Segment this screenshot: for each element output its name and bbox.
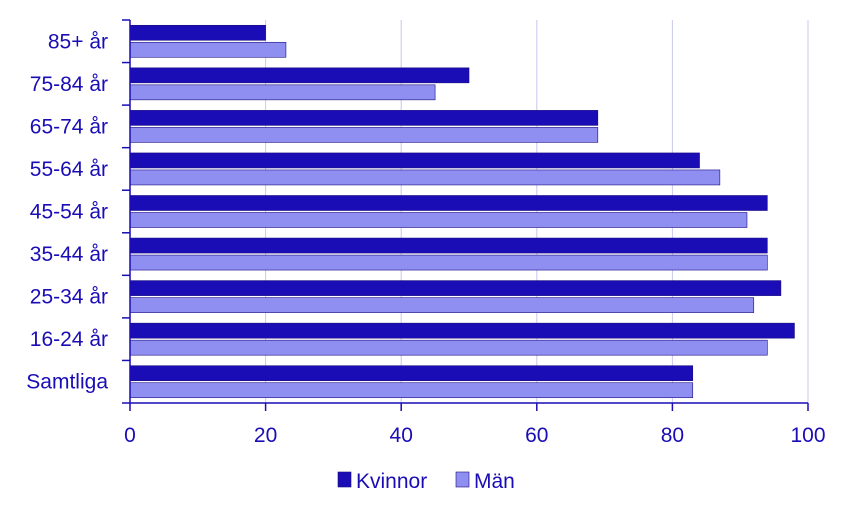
x-tick-label: 80 [661, 424, 684, 447]
bar-man-4 [129, 212, 748, 228]
legend-swatch-kvinnor [337, 471, 352, 488]
category-label: 35-44 år [30, 243, 108, 266]
legend-swatch-man [455, 471, 470, 488]
legend-label-kvinnor: Kvinnor [356, 470, 427, 493]
bar-kvinnor-5 [129, 237, 768, 254]
bar-man-3 [129, 169, 721, 186]
x-tick-label: 0 [124, 424, 136, 447]
category-label: 65-74 år [30, 115, 108, 138]
axes [122, 19, 809, 411]
bar-man-8 [129, 382, 694, 399]
bar-kvinnor-3 [129, 152, 700, 169]
x-tick-label: 60 [525, 424, 548, 447]
grid-lines [265, 20, 809, 403]
category-label: 25-34 år [30, 286, 108, 309]
bar-man-0 [129, 41, 287, 58]
bar-kvinnor-2 [129, 110, 599, 126]
x-tick-label: 40 [390, 424, 413, 447]
legend-label-man: Män [474, 470, 515, 493]
bar-kvinnor-6 [129, 280, 782, 296]
bar-kvinnor-8 [129, 365, 694, 382]
bar-kvinnor-4 [129, 195, 768, 211]
bars [129, 24, 795, 399]
category-label: 16-24 år [30, 328, 108, 351]
bar-man-6 [129, 297, 755, 313]
category-labels: 85+ år 75-84 år 65-74 år 55-64 år 45-54 år 35… [26, 30, 108, 393]
bar-man-2 [129, 127, 599, 143]
x-tick-label: 20 [254, 424, 277, 447]
bar-kvinnor-0 [129, 24, 266, 41]
x-tick-labels: 0 20 40 60 80 100 [124, 424, 825, 447]
category-label: 75-84 år [30, 73, 108, 96]
legend: Kvinnor Män [337, 470, 515, 493]
bar-kvinnor-1 [129, 67, 470, 84]
category-label: 45-54 år [30, 201, 108, 224]
category-label: 55-64 år [30, 158, 108, 181]
bar-man-7 [129, 339, 768, 356]
category-label: 85+ år [48, 30, 108, 53]
bar-man-1 [129, 84, 436, 101]
bar-man-5 [129, 254, 768, 271]
category-label: Samtliga [26, 371, 108, 394]
x-tick-label: 100 [790, 424, 825, 447]
bar-kvinnor-7 [129, 322, 795, 339]
